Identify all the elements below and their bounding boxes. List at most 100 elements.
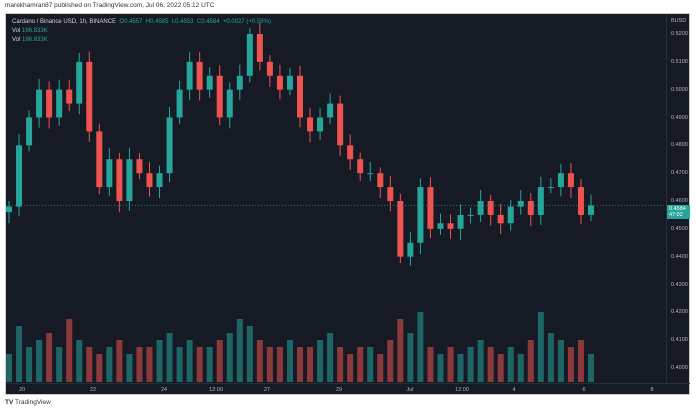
time-tick: 8 [650, 387, 654, 393]
candlestick-chart[interactable] [6, 14, 666, 383]
volume-bar [106, 347, 113, 382]
price-axis[interactable]: BUSD 0.4584 47:02 0.5200 0.5100 0.5000 0.49… [666, 14, 691, 383]
volume-bar [588, 354, 594, 382]
volume-bar [437, 354, 444, 382]
candle-body [317, 117, 324, 132]
time-axis[interactable]: 20 22 24 12:00 27 29 Jul 12:00 4 6 8 [6, 383, 690, 396]
volume-value: 196.833K [22, 37, 48, 43]
price-tick: 0.4000 [671, 365, 688, 371]
candle-body [427, 187, 434, 229]
volume-bar [46, 333, 53, 382]
volume-bar [186, 340, 193, 382]
candle-body [507, 206, 514, 224]
candle-body [577, 187, 584, 215]
volume-bar [497, 354, 504, 382]
candle-body [467, 214, 474, 216]
candle-body [86, 61, 93, 132]
candle-body [276, 75, 283, 90]
volume-bar [347, 354, 354, 382]
candle-body [56, 89, 63, 118]
candle-body [126, 159, 133, 201]
candle-body [116, 159, 123, 201]
current-price-tag: 0.4584 47:02 [667, 205, 690, 219]
volume-bar [116, 340, 123, 382]
volume-bar [427, 347, 434, 382]
candle-body [307, 117, 314, 132]
volume-bar [66, 319, 73, 382]
chart-pane[interactable]: Cardano / Binance USD, 1h, BINANCE O0.45… [5, 13, 690, 395]
volume-bar [407, 333, 414, 382]
volume-bar [537, 312, 544, 382]
volume-bar [16, 326, 23, 382]
time-tick: 24 [160, 387, 168, 393]
volume-bar [527, 340, 534, 382]
volume-bar [457, 354, 464, 382]
volume-bar [76, 340, 83, 382]
volume-bar [557, 340, 564, 382]
volume-bar [266, 347, 273, 382]
volume-bar [136, 347, 143, 382]
candle-body [367, 173, 374, 175]
candle-body [46, 89, 53, 118]
candle-body [588, 205, 594, 215]
footer-brand: TradingView [15, 399, 51, 406]
volume-bar [286, 340, 293, 382]
price-tick: 0.4500 [671, 225, 688, 232]
volume-bar [166, 333, 173, 382]
candle-body [357, 159, 364, 174]
volume-bar [297, 347, 303, 382]
volume-bar [146, 347, 153, 382]
price-tick: 0.4400 [671, 253, 688, 260]
volume-bar [387, 340, 394, 382]
legend: Cardano / Binance USD, 1h, BINANCE O0.45… [12, 18, 271, 45]
tradingview-logo: TV TradingView [5, 399, 51, 406]
volume-bar [487, 347, 494, 382]
candle-body [16, 145, 23, 207]
volume-bar [397, 319, 404, 382]
volume-bar [327, 333, 334, 382]
volume-bar [26, 347, 33, 382]
volume-bar [507, 347, 514, 382]
volume-bar [236, 319, 243, 382]
volume-value: 196.833K [22, 28, 48, 34]
candle-body [447, 223, 454, 229]
price-tick: 0.4800 [671, 142, 688, 149]
volume-bar [126, 354, 133, 382]
currency-label: BUSD [671, 18, 687, 24]
volume-bar [246, 326, 253, 382]
time-tick: Jul [406, 387, 414, 393]
price-tick: 0.5000 [671, 86, 688, 93]
candle-body [166, 117, 173, 174]
current-price: 0.4584 [669, 206, 686, 212]
time-tick: 20 [18, 387, 26, 393]
volume-bar [377, 354, 384, 382]
candle-body [76, 61, 83, 104]
time-tick: 27 [263, 387, 271, 393]
close-value: C0.4584 [196, 19, 220, 25]
volume-label: Vol [12, 37, 21, 43]
volume-bar [447, 347, 454, 382]
time-tick: 22 [89, 387, 97, 393]
volume-bar [176, 347, 183, 382]
volume-bar [467, 347, 474, 382]
bar-countdown: 47:02 [669, 212, 683, 218]
candle-body [206, 75, 213, 90]
volume-bar [36, 340, 43, 382]
volume-bar [226, 333, 233, 382]
candle-body [266, 61, 273, 76]
candle-body [136, 159, 143, 174]
volume-label: Vol [12, 28, 21, 34]
candle-body [6, 206, 12, 213]
candle-body [497, 214, 504, 224]
volume-bar [6, 354, 12, 382]
candle-body [487, 201, 494, 215]
candle-body [517, 201, 524, 207]
candle-body [437, 223, 444, 229]
volume-bar [547, 333, 554, 382]
candle-body [387, 187, 394, 201]
candle-body [156, 173, 163, 188]
candle-body [547, 187, 554, 189]
volume-bar [517, 354, 524, 382]
time-tick: 29 [335, 387, 343, 393]
candle-body [457, 214, 464, 229]
